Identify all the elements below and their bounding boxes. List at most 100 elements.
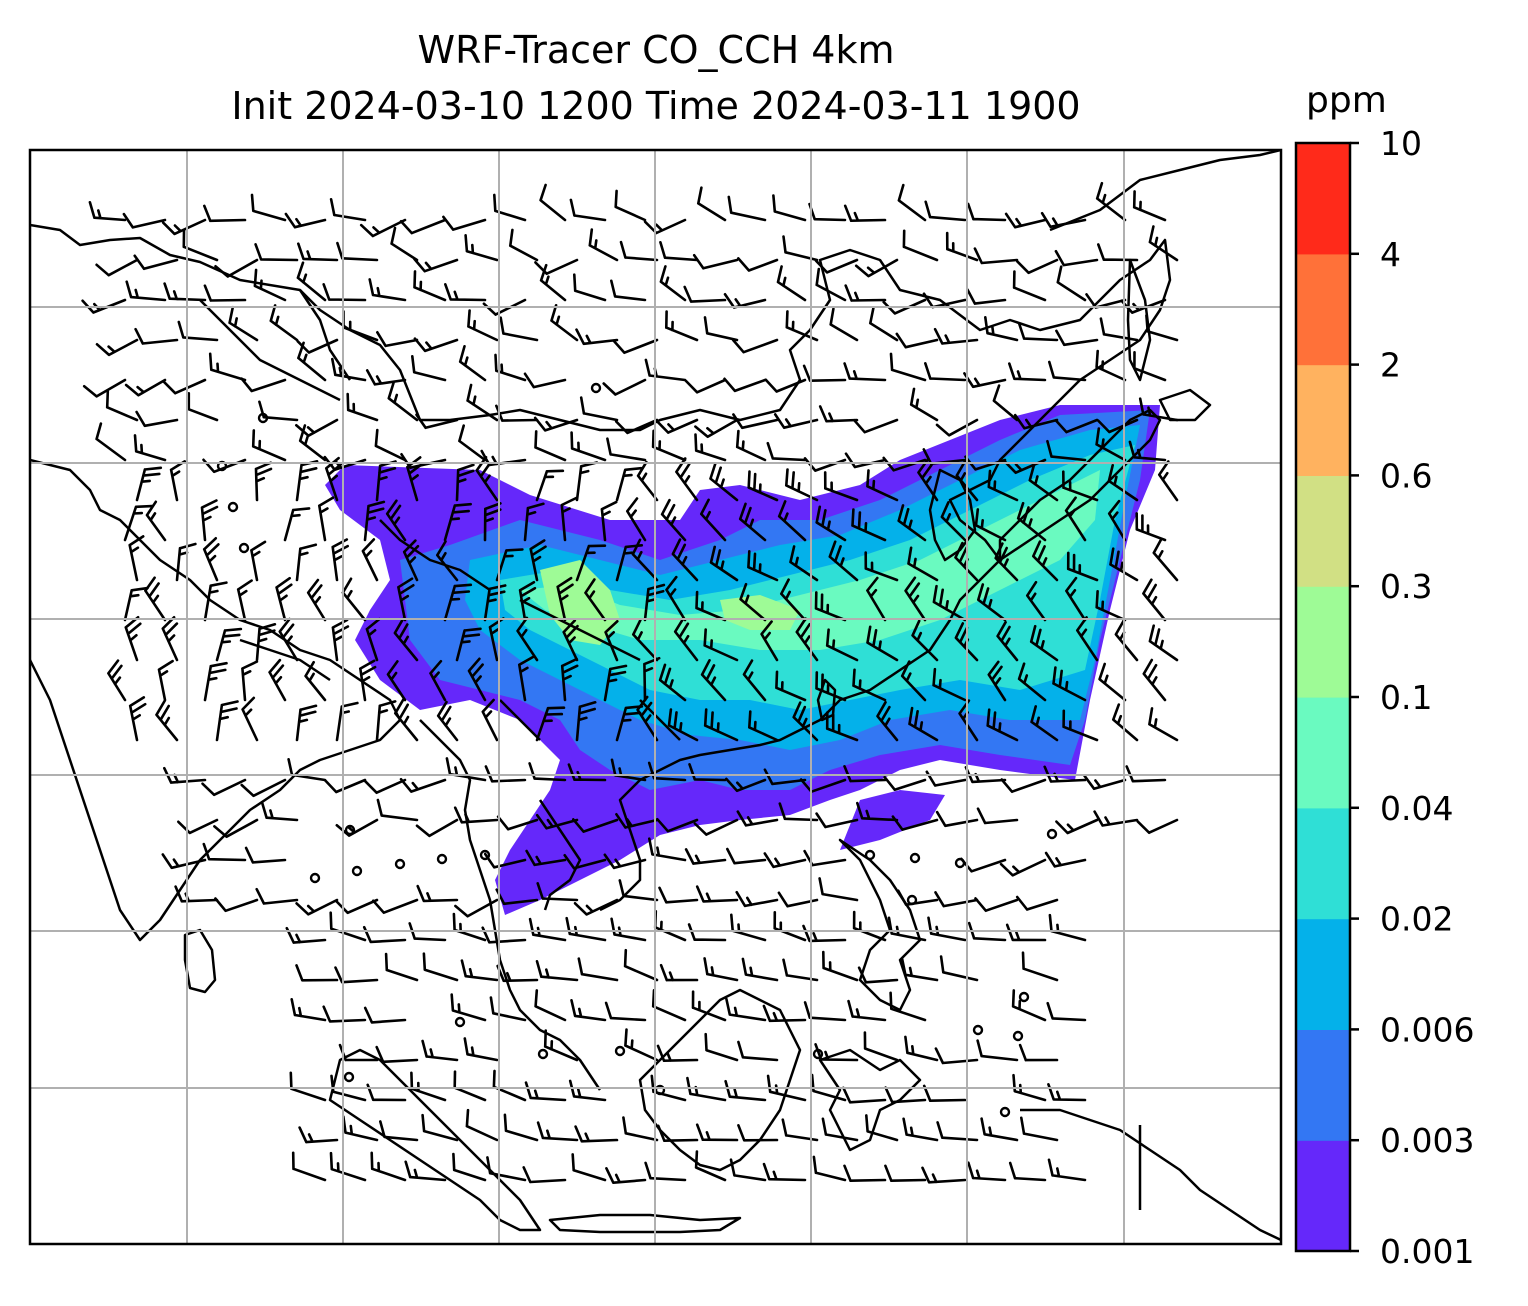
wind-barb bbox=[295, 898, 339, 916]
wind-barb bbox=[766, 1074, 807, 1102]
wind-barb bbox=[522, 1166, 567, 1184]
wind-barb bbox=[615, 813, 659, 829]
wind-barb bbox=[615, 544, 644, 582]
wind-barb bbox=[1125, 765, 1167, 783]
wind-barb bbox=[503, 1113, 539, 1142]
colorbar-tick-label: 2 bbox=[1380, 346, 1401, 385]
wind-barb bbox=[792, 701, 819, 742]
coastline-hokkaido bbox=[1158, 388, 1212, 422]
wind-barb bbox=[413, 257, 459, 273]
wind-barb bbox=[618, 879, 659, 902]
wind-barb bbox=[896, 889, 939, 906]
wind-barb bbox=[603, 853, 647, 870]
wind-barb bbox=[772, 194, 807, 222]
wind-barb bbox=[884, 1086, 927, 1104]
calm-wind-marker bbox=[343, 1071, 355, 1083]
wind-barb bbox=[203, 204, 247, 223]
wind-barb bbox=[1012, 270, 1047, 302]
wind-barb bbox=[742, 659, 767, 702]
wind-barb bbox=[1005, 923, 1047, 942]
wind-barb bbox=[346, 392, 379, 422]
wind-barb bbox=[644, 358, 687, 382]
wind-barb bbox=[760, 620, 779, 662]
wind-barb bbox=[467, 657, 487, 702]
wind-barb bbox=[375, 1045, 419, 1064]
wind-barb bbox=[463, 1037, 499, 1062]
wind-barb bbox=[725, 777, 767, 793]
wind-barb bbox=[966, 288, 1007, 305]
colorbar-tick-label: 0.003 bbox=[1380, 1121, 1474, 1160]
wind-barb bbox=[125, 280, 167, 302]
wind-barb bbox=[939, 955, 979, 982]
wind-barb bbox=[842, 1086, 887, 1104]
colorbar-segment bbox=[1296, 253, 1350, 366]
wind-barb bbox=[1048, 913, 1087, 942]
wind-barb bbox=[481, 926, 527, 944]
wind-barb bbox=[1095, 590, 1127, 622]
wind-barb bbox=[847, 999, 887, 1022]
wind-barb bbox=[659, 963, 699, 982]
wind-barb bbox=[844, 284, 887, 302]
wind-barb bbox=[322, 1005, 367, 1023]
wind-barb bbox=[1136, 818, 1179, 834]
wind-barb bbox=[902, 1117, 939, 1142]
wind-barb bbox=[452, 912, 487, 942]
wind-barb bbox=[161, 616, 179, 662]
wind-barb bbox=[773, 911, 807, 942]
wind-barb bbox=[924, 200, 967, 222]
wind-barb bbox=[904, 1035, 939, 1062]
wind-barb bbox=[818, 405, 859, 423]
wind-barb bbox=[260, 801, 299, 822]
wind-barb bbox=[636, 695, 659, 742]
wind-barb bbox=[897, 504, 927, 542]
wind-barb bbox=[1018, 1043, 1059, 1062]
wind-barb bbox=[802, 924, 847, 943]
wind-barb bbox=[241, 660, 259, 702]
wind-barb bbox=[1098, 662, 1127, 702]
wind-barb bbox=[1128, 440, 1167, 462]
wind-barb bbox=[700, 498, 727, 542]
wind-barb bbox=[575, 544, 607, 582]
wind-barb bbox=[528, 762, 567, 782]
wind-barb bbox=[399, 777, 447, 793]
wind-barb bbox=[134, 327, 179, 345]
wind-barb bbox=[726, 847, 767, 865]
wind-barb bbox=[1021, 951, 1059, 982]
wind-barb bbox=[741, 957, 779, 982]
map-area bbox=[30, 150, 1281, 1244]
wind-barb bbox=[762, 1004, 807, 1023]
wind-barb bbox=[455, 463, 475, 502]
wind-barb bbox=[1148, 624, 1179, 662]
coastline-russia-far-east bbox=[1049, 150, 1281, 232]
wind-barb bbox=[882, 456, 927, 472]
wind-barb bbox=[735, 890, 779, 908]
wind-barb bbox=[703, 628, 739, 662]
wind-barb bbox=[155, 699, 179, 742]
wind-barb bbox=[963, 372, 1007, 389]
wind-barb bbox=[602, 378, 647, 396]
calm-wind-marker bbox=[479, 849, 491, 861]
wind-barb bbox=[371, 898, 419, 914]
wind-barb bbox=[667, 708, 699, 742]
wind-barb bbox=[295, 460, 319, 502]
wind-barb bbox=[763, 852, 807, 869]
wind-barb bbox=[974, 897, 1019, 912]
wind-barb bbox=[843, 765, 887, 783]
wind-barb bbox=[359, 659, 377, 702]
wind-barb bbox=[421, 1113, 459, 1142]
wind-barb bbox=[535, 813, 579, 830]
wind-barb bbox=[934, 891, 979, 908]
wind-barb bbox=[622, 1116, 659, 1142]
wind-barb bbox=[466, 383, 499, 422]
wind-barb bbox=[584, 578, 607, 622]
wind-barb bbox=[560, 496, 578, 542]
wind-barb bbox=[825, 628, 859, 662]
wind-barb bbox=[924, 362, 967, 382]
wind-barb bbox=[703, 316, 739, 342]
wind-barb bbox=[95, 258, 139, 277]
wind-barb bbox=[927, 916, 967, 942]
gridlines bbox=[30, 150, 1281, 1244]
wind-barb bbox=[659, 241, 699, 262]
calm-wind-marker bbox=[309, 872, 321, 884]
wind-barb bbox=[1028, 463, 1059, 502]
